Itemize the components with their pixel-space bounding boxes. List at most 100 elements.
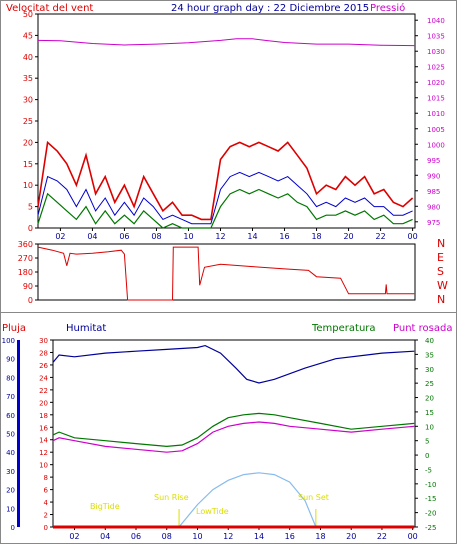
direction-y-tick-label: 180 — [18, 268, 33, 277]
compass-letter: W — [437, 279, 448, 292]
pressure-y-tick-label: 975 — [427, 219, 440, 227]
rain-y-tick-label: 16 — [39, 424, 48, 432]
temp-y-tick-label: 25 — [425, 380, 434, 388]
rain-axis-bar — [17, 340, 20, 527]
wind-y-tick-label: 20 — [23, 138, 33, 147]
wind-x-tick-label: 18 — [311, 232, 321, 241]
rain-title: Pluja — [2, 323, 26, 334]
temp-y-tick-label: 30 — [425, 366, 434, 374]
pressure-y-tick-label: 985 — [427, 188, 440, 196]
rain-y-tick-label: 6 — [44, 487, 49, 495]
wind-x-tick-label: 02 — [55, 232, 65, 241]
rain-y-tick-label: 2 — [44, 512, 48, 520]
rain-y-tick-label: 24 — [39, 374, 48, 382]
rain-y-tick-label: 28 — [39, 349, 48, 357]
pressure-title: Pressió — [370, 2, 405, 14]
rain-y-tick-label: 0 — [44, 524, 48, 532]
humidity-x-tick-label: 02 — [69, 532, 79, 541]
pressure-y-tick-label: 1040 — [427, 17, 445, 25]
humidity-x-tick-label: 10 — [192, 532, 202, 541]
wind-series-line — [37, 140, 414, 221]
humidity-series-line — [178, 472, 317, 528]
humidity-x-tick-label: 14 — [254, 532, 264, 541]
dewpoint-title: Punt rosada — [393, 323, 452, 334]
temp-y-tick-label: -20 — [425, 510, 436, 518]
humidity-y-tick-label: 20 — [6, 487, 15, 495]
pressure-y-tick-label: 1025 — [427, 64, 445, 72]
humidity-y-tick-label: 80 — [6, 374, 15, 382]
wind-series-line — [37, 188, 413, 229]
humidity-y-tick-label: 30 — [6, 468, 15, 476]
wind-x-tick-label: 14 — [247, 232, 257, 241]
wind-series-line — [37, 38, 415, 47]
wind-y-tick-label: 0 — [28, 224, 33, 233]
temp-y-tick-label: -25 — [425, 524, 436, 532]
temp-y-tick-label: -10 — [425, 481, 436, 489]
humidity-x-tick-label: 22 — [377, 532, 387, 541]
temp-y-tick-label: 10 — [425, 423, 434, 431]
wind-y-tick-label: 35 — [23, 74, 33, 83]
rain-y-tick-label: 4 — [44, 499, 49, 507]
humidity-x-tick-label: 18 — [315, 532, 325, 541]
temperature-title: Temperatura — [311, 323, 376, 334]
humidity-y-tick-label: 100 — [2, 337, 15, 345]
charts-layer: 0510152025303540455097598098599099510001… — [2, 10, 445, 541]
pressure-y-tick-label: 1005 — [427, 126, 445, 134]
temp-y-tick-label: 15 — [425, 409, 434, 417]
wind-x-tick-label: 06 — [119, 232, 129, 241]
graph-title: 24 hour graph day : 22 Diciembre 2015 — [171, 3, 369, 14]
humidity-y-tick-label: 50 — [6, 431, 15, 439]
humidity-x-tick-label: 08 — [162, 532, 172, 541]
compass-letter: E — [437, 251, 444, 264]
humidity-x-tick-label: 04 — [100, 532, 110, 541]
pressure-y-tick-label: 980 — [427, 203, 440, 211]
humidity-plot-frame — [52, 339, 416, 528]
bigtide-label: BigTide — [90, 502, 120, 511]
rain-y-tick-label: 10 — [39, 462, 48, 470]
direction-y-tick-label: 90 — [23, 282, 33, 291]
sunrise-label: Sun Rise — [154, 493, 189, 502]
rain-y-tick-label: 30 — [39, 337, 48, 345]
wind-x-tick-label: 00 — [408, 232, 418, 241]
humidity-x-tick-label: 06 — [131, 532, 141, 541]
temp-y-tick-label: 0 — [425, 452, 429, 460]
wind-speed-title: Velocitat del vent — [6, 3, 93, 14]
wind-x-tick-label: 10 — [183, 232, 193, 241]
rain-y-tick-label: 26 — [39, 362, 48, 370]
compass-letter: N — [437, 293, 445, 306]
rain-y-tick-label: 12 — [39, 449, 48, 457]
wind-y-tick-label: 10 — [23, 181, 33, 190]
wind-y-tick-label: 25 — [23, 117, 33, 126]
humidity-y-tick-label: 70 — [6, 393, 15, 401]
rain-y-tick-label: 14 — [39, 437, 48, 445]
temp-y-tick-label: -15 — [425, 495, 436, 503]
compass-letter: N — [437, 237, 445, 250]
direction-y-tick-label: 270 — [18, 254, 33, 263]
temp-y-tick-label: -5 — [425, 466, 432, 474]
rain-y-tick-label: 8 — [44, 474, 48, 482]
pressure-y-tick-label: 1020 — [427, 79, 445, 87]
wind-x-tick-label: 20 — [343, 232, 353, 241]
wind-y-tick-label: 45 — [23, 31, 33, 40]
lowtide-label: LowTide — [196, 507, 229, 516]
pressure-y-tick-label: 1015 — [427, 95, 445, 103]
direction-series-line — [37, 246, 415, 301]
direction-y-tick-label: 360 — [18, 240, 33, 249]
pressure-y-tick-label: 995 — [427, 157, 440, 165]
compass-letter: S — [437, 265, 444, 278]
temp-y-tick-label: 40 — [425, 337, 434, 345]
pressure-y-tick-label: 1030 — [427, 48, 445, 56]
wind-y-tick-label: 15 — [23, 160, 33, 169]
pressure-y-tick-label: 990 — [427, 172, 440, 180]
humidity-x-tick-label: 20 — [346, 532, 356, 541]
temp-y-tick-label: 35 — [425, 351, 434, 359]
humidity-x-tick-label: 12 — [223, 532, 233, 541]
rain-y-tick-label: 22 — [39, 387, 48, 395]
direction-plot-frame — [37, 243, 416, 301]
wind-y-tick-label: 40 — [23, 53, 33, 62]
humidity-y-tick-label: 40 — [6, 449, 15, 457]
humidity-y-tick-label: 90 — [6, 356, 15, 364]
wind-x-tick-label: 22 — [375, 232, 385, 241]
wind-x-tick-label: 08 — [151, 232, 161, 241]
